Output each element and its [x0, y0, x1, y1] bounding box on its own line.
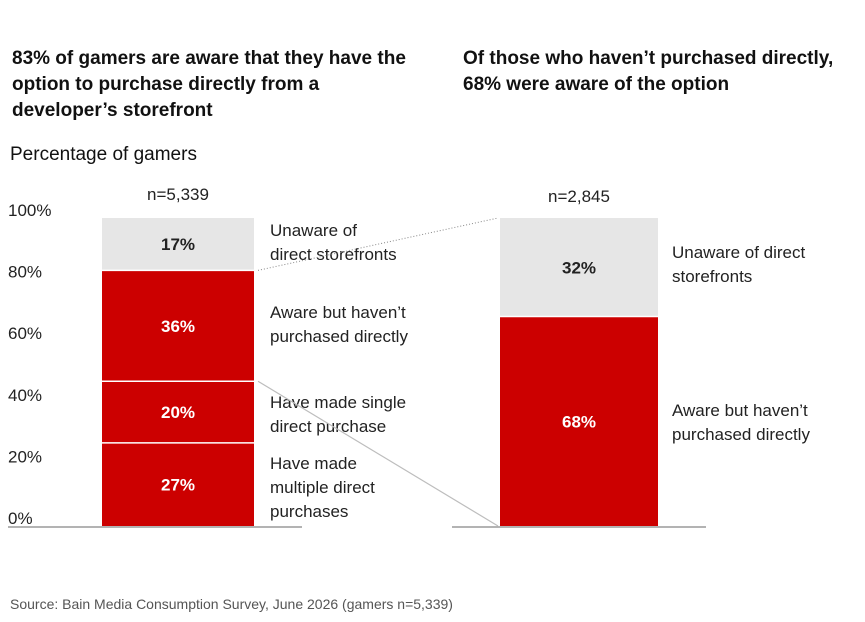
y-tick-label: 20%: [8, 447, 42, 466]
left-bar-segment: [102, 218, 254, 271]
connector-line-bottom: [257, 380, 499, 527]
left-category-label: Unaware of: [270, 221, 357, 240]
left-category-label: Aware but haven’t: [270, 303, 406, 322]
left-category-label: Have made: [270, 454, 357, 473]
left-segment-value-label: 27%: [161, 475, 195, 494]
right-segment-value-label: 68%: [562, 412, 596, 431]
left-category-label: direct purchase: [270, 417, 386, 436]
left-category-label: direct storefronts: [270, 245, 397, 264]
left-segment-value-label: 36%: [161, 317, 195, 336]
right-category-label: purchased directly: [672, 425, 810, 444]
left-bar-segment: [102, 270, 254, 382]
right-bar-segment: [500, 316, 658, 526]
y-tick-label: 80%: [8, 263, 42, 282]
left-category-label: purchased directly: [270, 327, 408, 346]
source-note: Source: Bain Media Consumption Survey, J…: [10, 596, 453, 612]
right-category-label: Unaware of direct: [672, 243, 806, 262]
y-tick-label: 0%: [8, 509, 33, 528]
right-n-label: n=2,845: [548, 187, 610, 206]
left-bar-segment: [102, 381, 254, 443]
right-bar-segment: [500, 218, 658, 317]
left-category-label: Have made single: [270, 393, 406, 412]
right-chart-title: Of those who haven’t purchased directly,…: [463, 48, 834, 95]
y-tick-label: 60%: [8, 324, 42, 343]
y-tick-label: 100%: [8, 201, 51, 220]
left-bar-segment: [102, 442, 254, 526]
y-axis-label: Percentage of gamers: [10, 144, 197, 165]
left-segment-value-label: 20%: [161, 403, 195, 422]
left-n-label: n=5,339: [147, 185, 209, 204]
left-chart-title: 83% of gamers are aware that they have t…: [12, 48, 406, 121]
connector-line-top: [257, 217, 499, 271]
right-category-label: storefronts: [672, 267, 752, 286]
y-tick-label: 40%: [8, 386, 42, 405]
right-segment-value-label: 32%: [562, 258, 596, 277]
left-category-label: multiple direct: [270, 478, 375, 497]
right-category-label: Aware but haven’t: [672, 401, 808, 420]
left-segment-value-label: 17%: [161, 235, 195, 254]
left-category-label: purchases: [270, 502, 348, 521]
